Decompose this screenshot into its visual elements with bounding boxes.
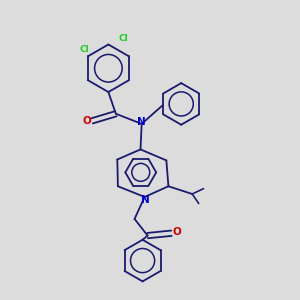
- Text: Cl: Cl: [119, 34, 129, 43]
- Text: N: N: [141, 195, 150, 205]
- Text: O: O: [82, 116, 91, 126]
- Text: O: O: [172, 227, 181, 237]
- Text: Cl: Cl: [80, 45, 90, 54]
- Text: N: N: [137, 117, 146, 127]
